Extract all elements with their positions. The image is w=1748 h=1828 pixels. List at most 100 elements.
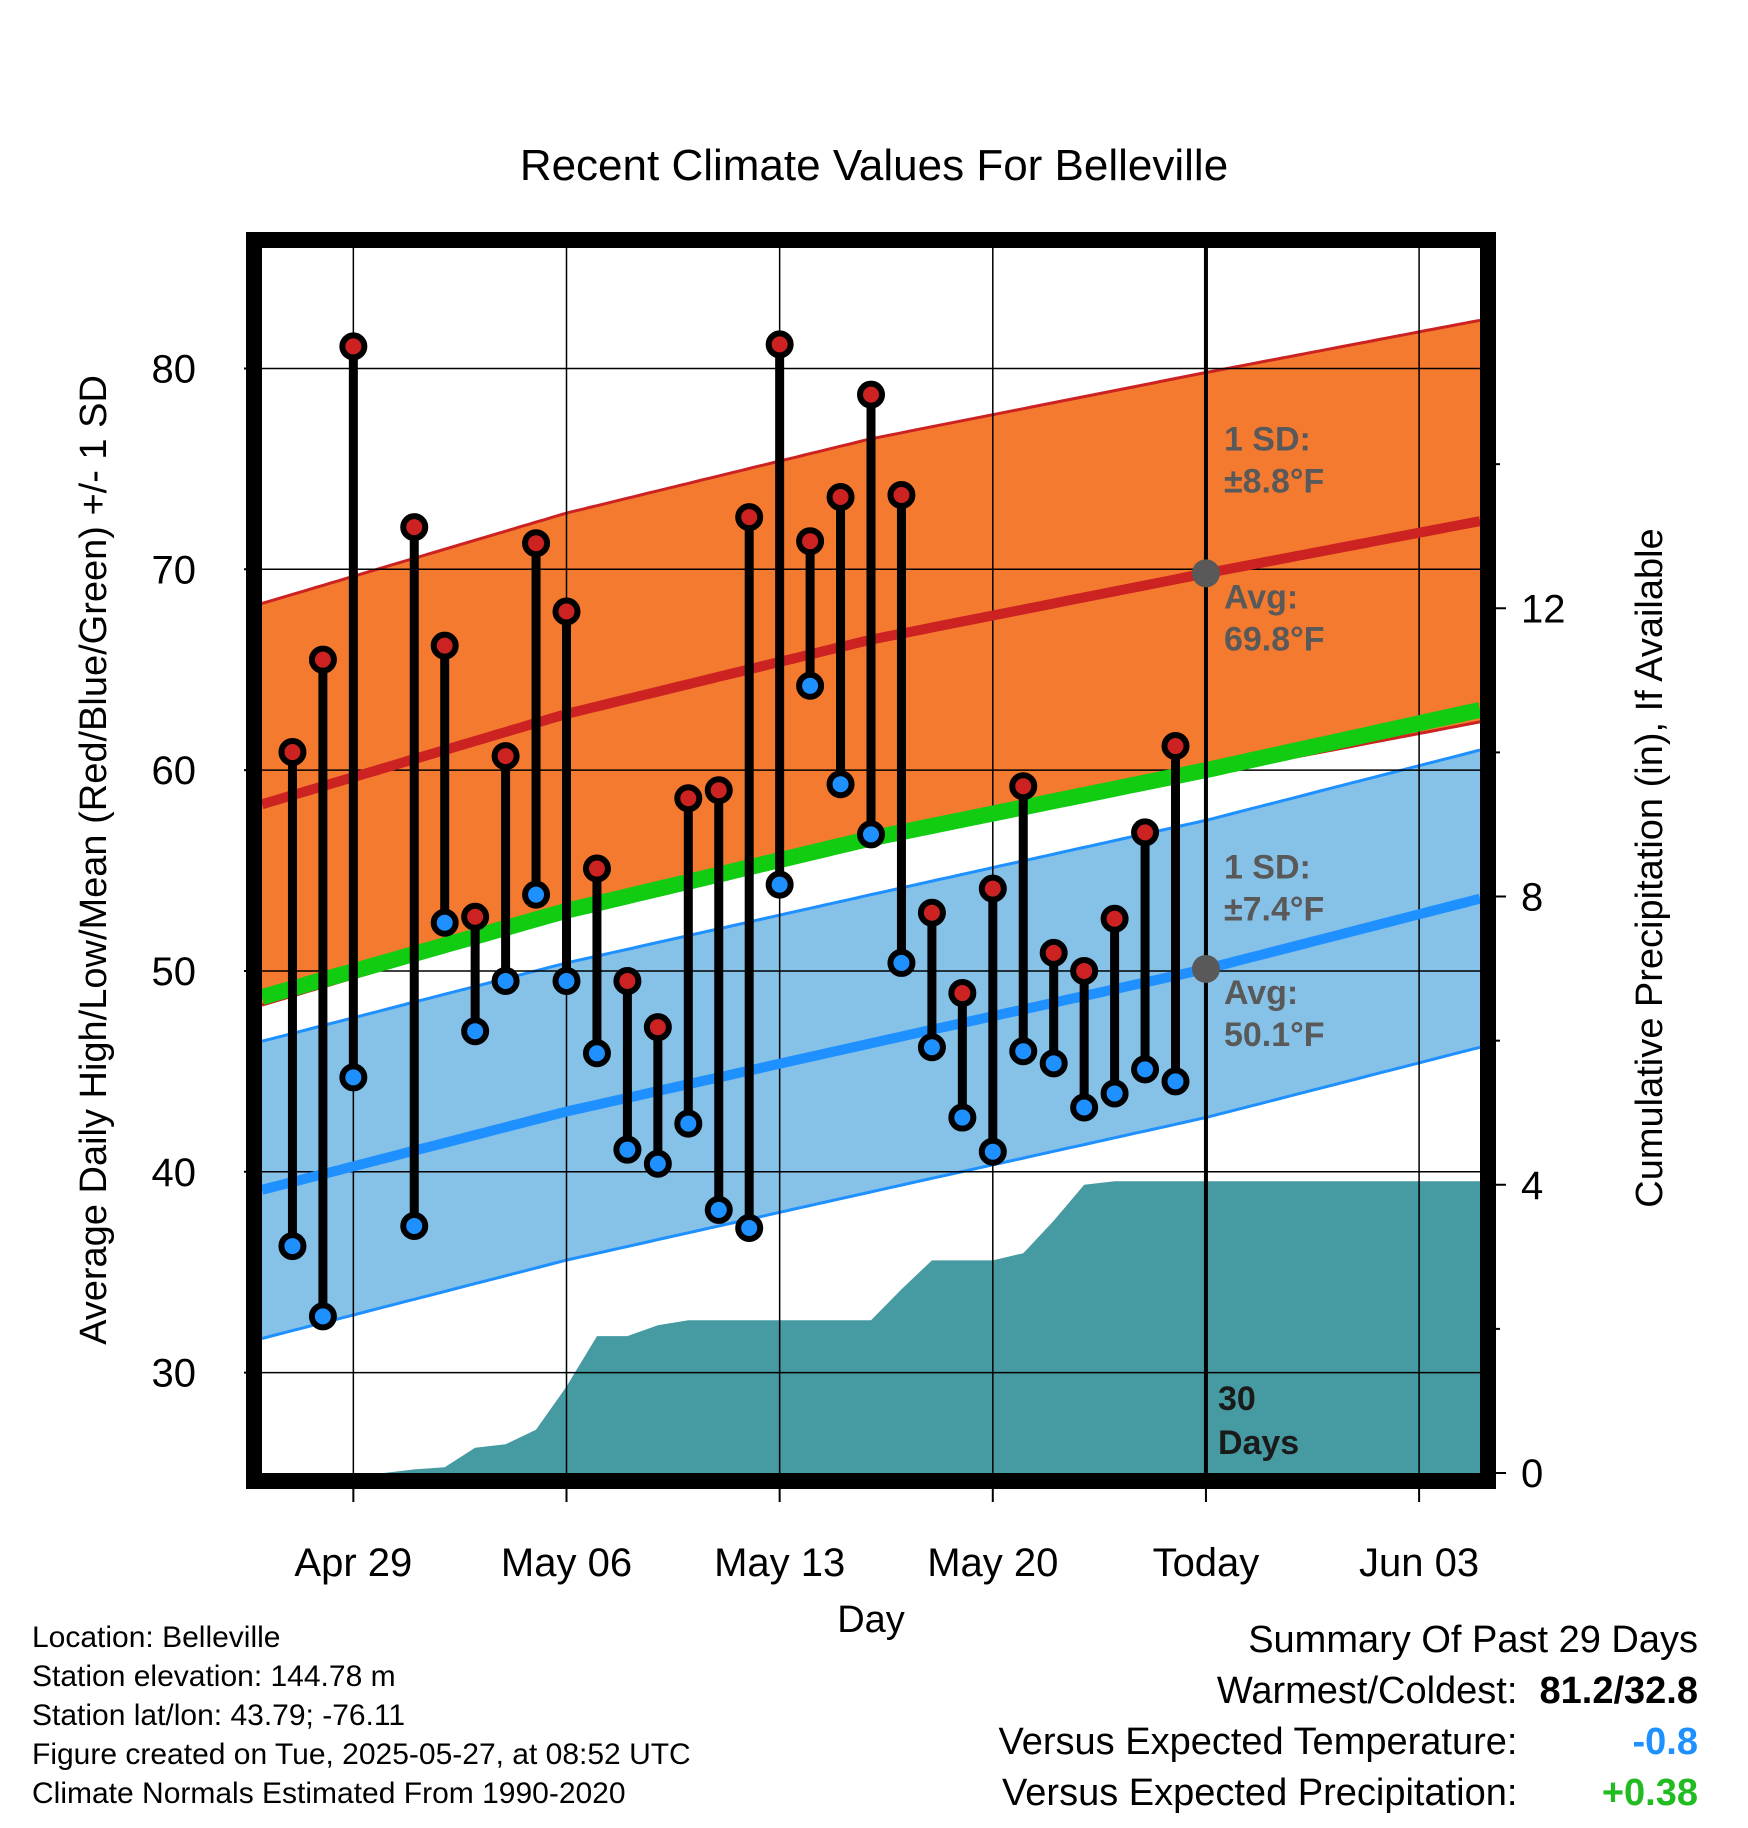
warmest-coldest-label: Warmest/Coldest:	[1216, 1670, 1518, 1712]
high-temp-point	[1161, 732, 1190, 761]
low-temp-point	[917, 1033, 946, 1062]
low-sd-lower-line	[262, 1045, 1480, 1340]
low-temp-point	[735, 1214, 764, 1242]
high-temp-point	[948, 979, 977, 1008]
low-temp-point	[339, 1063, 368, 1092]
low-temp-point	[704, 1195, 733, 1224]
summary-precip-row: Versus Expected Precipitation: +0.38	[999, 1768, 1698, 1819]
high-temp-point	[765, 330, 794, 359]
low-temp-point	[552, 966, 581, 995]
low-temp-point	[491, 966, 520, 995]
high-temp-point	[826, 483, 855, 512]
summary-heading: Summary Of Past 29 Days	[1248, 1619, 1698, 1661]
low-temp-point	[826, 770, 855, 799]
high-temp-point	[735, 503, 764, 532]
high-avg-annotation: Avg: 69.8°F	[1224, 578, 1325, 658]
temp-value: -0.8	[1632, 1721, 1698, 1763]
high-temp-point	[643, 1013, 672, 1042]
y2-tick-label: 8	[1521, 876, 1543, 920]
high-temp-point	[430, 631, 459, 660]
x-tick-label: Apr 29	[294, 1541, 412, 1585]
low-avg-annotation: Avg: 50.1°F	[1224, 974, 1325, 1054]
x-tick-label: May 06	[501, 1541, 632, 1585]
low-temp-point	[430, 908, 459, 937]
station-info: Location: Belleville Station elevation: …	[32, 1618, 691, 1813]
y-tick-label: 60	[152, 749, 197, 793]
low-temp-point	[1131, 1055, 1160, 1084]
latlon-text: Station lat/lon: 43.79; -76.11	[32, 1699, 406, 1732]
precip-value: +0.38	[1601, 1772, 1698, 1814]
low-temp-point	[613, 1135, 642, 1164]
low-sd-upper-line	[262, 748, 1480, 1043]
low-temp-point	[978, 1137, 1007, 1166]
high-temp-point	[461, 902, 490, 931]
high-temp-point	[522, 529, 551, 558]
plot-area	[262, 248, 1480, 1473]
plot-frame	[246, 232, 1496, 1489]
summary-temp-row: Versus Expected Temperature: -0.8	[999, 1717, 1698, 1768]
low-temp-point	[887, 948, 916, 977]
low-temp-point	[796, 671, 825, 700]
y2-tick-label: 0	[1521, 1452, 1543, 1496]
today-days-label: 30 Days	[1218, 1380, 1299, 1462]
high-temp-point	[674, 784, 703, 813]
high-temp-point	[491, 742, 520, 771]
low-temp-point	[400, 1211, 429, 1240]
low-temp-point	[765, 870, 794, 899]
low-temp-point	[1009, 1037, 1038, 1066]
chart-title: Recent Climate Values For Belleville	[520, 141, 1228, 190]
low-temp-point	[1100, 1079, 1129, 1108]
high-avg-marker	[1191, 559, 1220, 588]
high-temp-point	[613, 966, 642, 995]
x-axis-title: Day	[837, 1599, 905, 1641]
low-temp-point	[948, 1103, 977, 1132]
y-axis-title: Average Daily High/Low/Mean (Red/Blue/Gr…	[73, 375, 115, 1345]
high-temp-point	[400, 513, 429, 542]
low-temp-point	[674, 1109, 703, 1138]
created-text: Figure created on Tue, 2025-05-27, at 08…	[32, 1738, 691, 1771]
high-temp-point	[887, 481, 916, 510]
high-temp-point	[582, 854, 611, 883]
high-temp-point	[1009, 772, 1038, 801]
y-tick-label: 80	[152, 347, 197, 391]
temp-label: Versus Expected Temperature:	[998, 1721, 1518, 1763]
location-text: Location: Belleville	[32, 1621, 281, 1654]
y-tick-label: 30	[152, 1352, 197, 1396]
y2-tick-label: 12	[1521, 587, 1566, 631]
warmest-coldest-value: 81.2/32.8	[1539, 1670, 1698, 1712]
high-temp-point	[917, 898, 946, 927]
y-tick-label: 40	[152, 1151, 197, 1195]
high-temp-point	[308, 645, 337, 674]
x-tick-label: Jun 03	[1359, 1541, 1479, 1585]
high-temp-point	[857, 380, 885, 409]
x-tick-label: Today	[1153, 1541, 1260, 1585]
high-temp-point	[796, 527, 825, 556]
high-temp-point	[1070, 956, 1099, 985]
low-temp-point	[308, 1302, 337, 1331]
high-temp-point	[339, 332, 368, 361]
precip-label: Versus Expected Precipitation:	[1002, 1772, 1518, 1814]
low-temp-point	[278, 1232, 307, 1261]
elevation-text: Station elevation: 144.78 m	[32, 1660, 396, 1693]
low-temp-point	[643, 1149, 672, 1178]
normals-text: Climate Normals Estimated From 1990-2020	[32, 1777, 626, 1810]
high-temp-point	[1100, 904, 1129, 933]
low-temp-point	[1070, 1093, 1099, 1122]
y2-tick-label: 4	[1521, 1164, 1543, 1208]
x-tick-label: May 13	[714, 1541, 845, 1585]
high-temp-point	[1131, 818, 1160, 847]
y2-axis-title: Cumulative Precipitation (in), If Availa…	[1629, 528, 1671, 1207]
y-tick-label: 50	[152, 950, 197, 994]
high-temp-point	[278, 738, 307, 767]
summary-panel: Summary Of Past 29 Days Warmest/Coldest:…	[999, 1615, 1698, 1819]
low-temp-point	[1039, 1049, 1068, 1078]
low-avg-marker	[1191, 954, 1220, 983]
low-temp-point	[582, 1039, 611, 1068]
summary-warmest-row: Warmest/Coldest: 81.2/32.8	[999, 1666, 1698, 1717]
high-sd-annotation: 1 SD: ±8.8°F	[1224, 421, 1324, 501]
low-temp-point	[857, 820, 885, 849]
high-temp-point	[978, 874, 1007, 903]
low-sd-annotation: 1 SD: ±7.4°F	[1224, 848, 1324, 928]
